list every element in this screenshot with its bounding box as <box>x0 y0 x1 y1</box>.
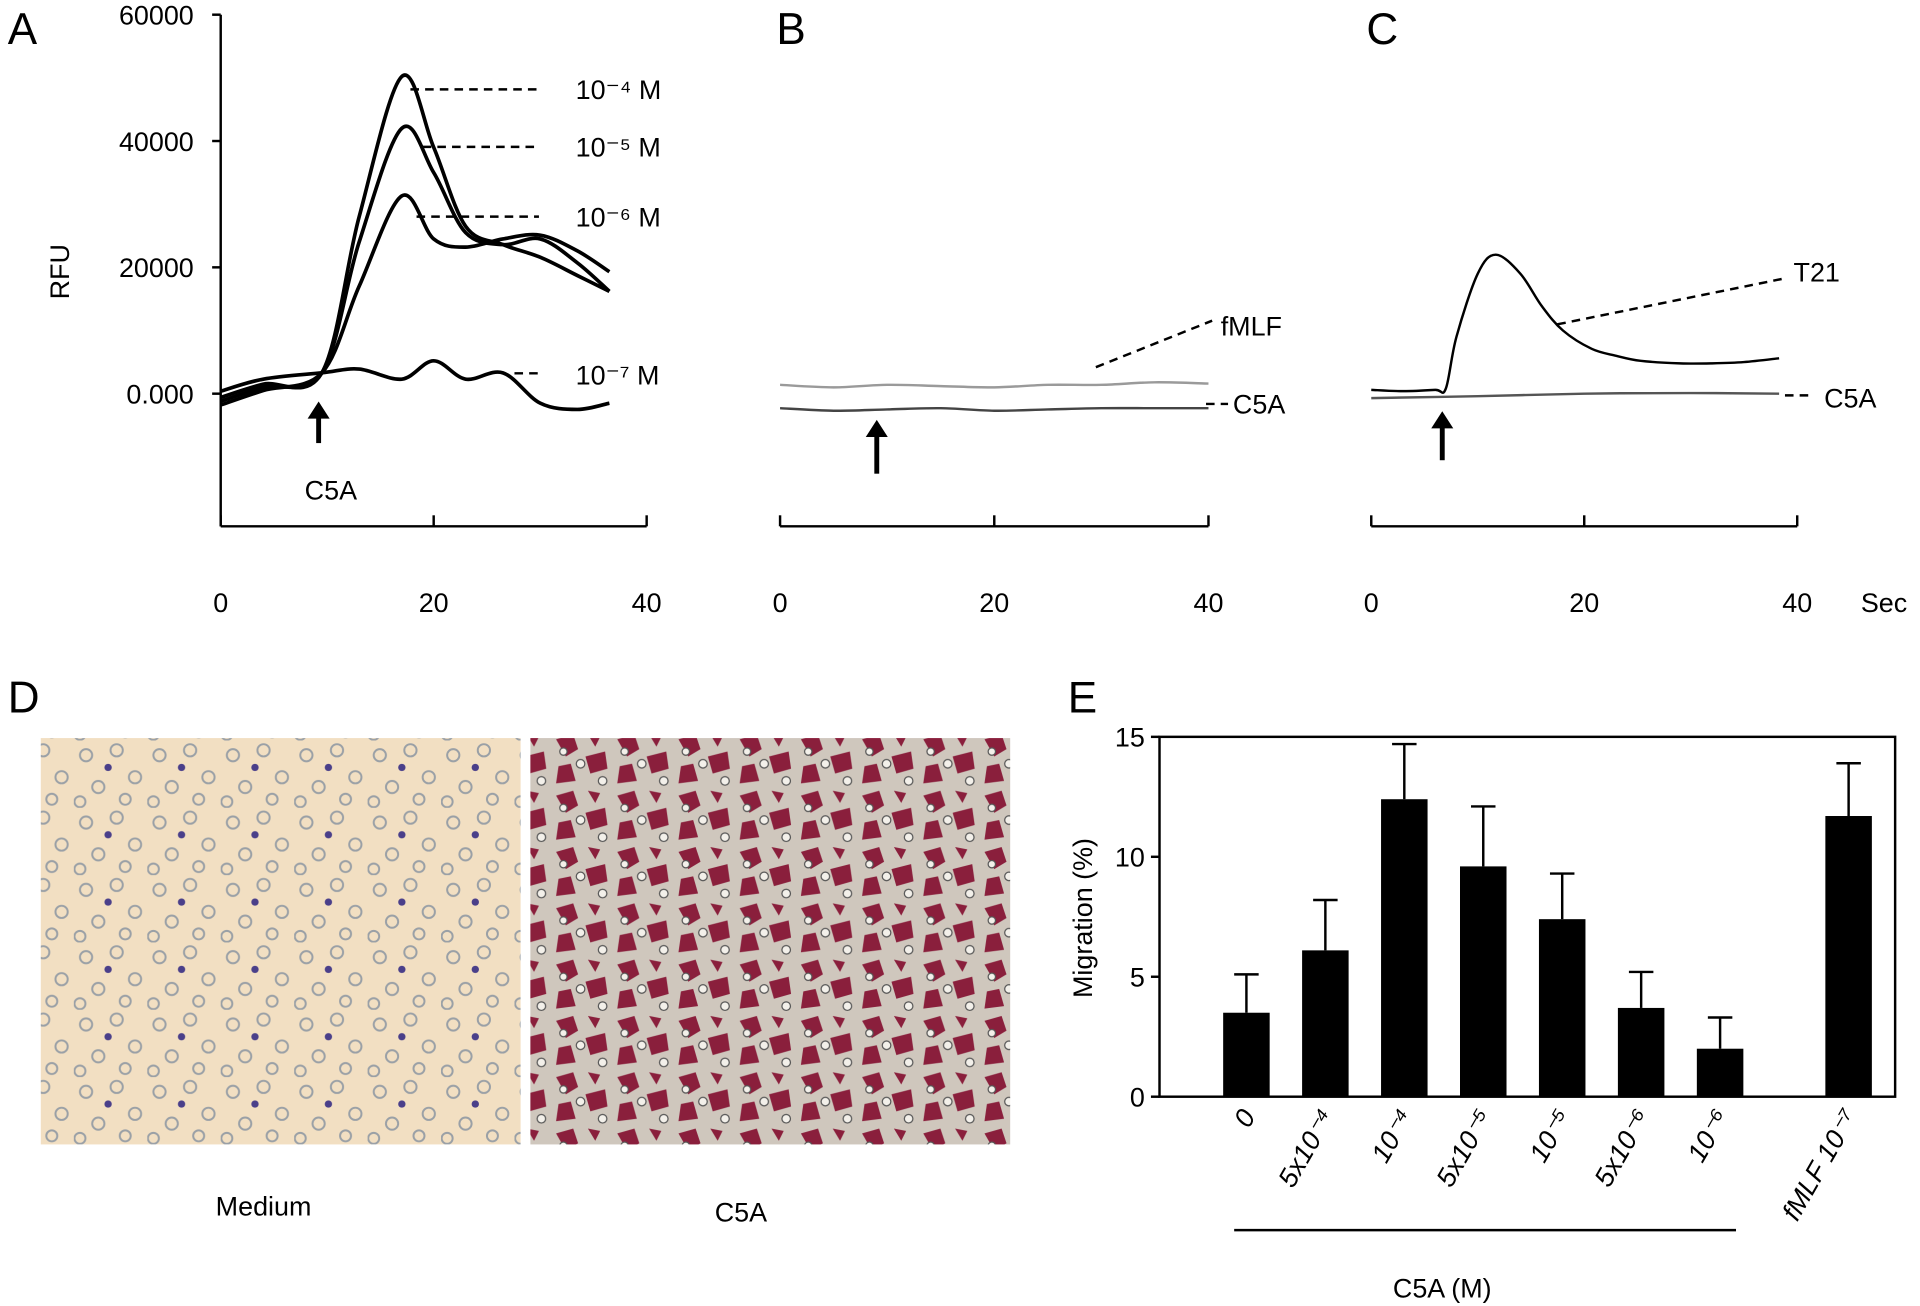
x-axis-label: Sec <box>1861 588 1907 618</box>
micrograph-medium <box>40 738 521 1145</box>
plot-frame <box>1158 735 1897 1098</box>
data-line <box>1371 391 1780 400</box>
bar <box>1825 816 1872 1097</box>
x-tick-label: 10⁻⁴ <box>1365 1104 1419 1167</box>
y-axis-label: Migration (%) <box>1068 838 1098 998</box>
y-tick-label: 0 <box>1130 1082 1145 1112</box>
image-label: Medium <box>216 1191 312 1221</box>
image-label: C5A <box>715 1198 767 1228</box>
x-tick-label: 40 <box>1782 588 1812 618</box>
group-label: C5A (M) <box>1393 1273 1492 1303</box>
leader-line <box>1095 319 1213 369</box>
series-label: 10⁻⁷ M <box>576 360 660 390</box>
x-tick-label: 20 <box>979 588 1009 618</box>
y-axis-label: RFU <box>45 244 75 299</box>
bar <box>1302 950 1349 1097</box>
annotation: C5A <box>305 475 357 505</box>
y-tick-label: 40000 <box>119 127 194 157</box>
data-line <box>780 381 1209 389</box>
series-label: 10⁻⁴ M <box>576 75 662 105</box>
series-label: C5A <box>1233 390 1285 420</box>
stimulus-arrowhead <box>1431 411 1454 429</box>
bar <box>1617 1007 1665 1097</box>
panel-letter: A <box>8 5 38 54</box>
y-tick-label: 10 <box>1115 843 1145 873</box>
data-line <box>220 193 611 407</box>
x-tick-label: 0 <box>1228 1104 1261 1132</box>
panel-letter: E <box>1068 673 1097 722</box>
data-line <box>1371 253 1780 395</box>
x-tick-label: fMLF 10⁻⁷ <box>1776 1104 1864 1226</box>
x-tick-label: 40 <box>1194 588 1224 618</box>
x-tick-label: 5x10⁻⁶ <box>1588 1104 1656 1192</box>
y-tick-label: 0.000 <box>126 379 193 409</box>
micrograph-c5a <box>530 738 1011 1145</box>
data-line <box>220 358 610 412</box>
x-tick-label: 20 <box>1569 588 1599 618</box>
series-label: T21 <box>1794 258 1840 288</box>
x-tick-label: 20 <box>419 588 449 618</box>
series-label: 10⁻⁵ M <box>576 133 661 163</box>
stimulus-arrowhead <box>865 419 888 437</box>
series-label: 10⁻⁶ M <box>576 202 661 232</box>
data-line <box>220 73 611 400</box>
series-label: C5A <box>1824 384 1876 414</box>
panel-letter: C <box>1366 5 1398 54</box>
bar <box>1381 799 1428 1097</box>
leader-line <box>1557 276 1788 326</box>
bar <box>1538 919 1586 1097</box>
x-tick-label: 10⁻⁶ <box>1681 1104 1735 1167</box>
x-tick-label: 0 <box>773 588 788 618</box>
y-tick-label: 20000 <box>119 253 194 283</box>
x-tick-label: 5x10⁻⁴ <box>1272 1104 1340 1192</box>
bar <box>1223 1012 1270 1097</box>
bar <box>1696 1048 1744 1097</box>
x-tick-label: 0 <box>213 588 228 618</box>
x-tick-label: 10⁻⁵ <box>1523 1104 1577 1167</box>
data-line <box>780 406 1209 412</box>
x-tick-label: 5x10⁻⁵ <box>1430 1104 1498 1192</box>
panel-letter: D <box>8 673 40 722</box>
series-label: fMLF <box>1221 311 1282 341</box>
y-tick-label: 15 <box>1115 723 1145 753</box>
y-tick-label: 5 <box>1130 963 1145 993</box>
y-tick-label: 60000 <box>119 0 194 30</box>
bar <box>1460 866 1507 1097</box>
panel-letter: B <box>776 5 805 54</box>
x-tick-label: 40 <box>632 588 662 618</box>
x-tick-label: 0 <box>1364 588 1379 618</box>
stimulus-arrowhead <box>307 401 330 419</box>
